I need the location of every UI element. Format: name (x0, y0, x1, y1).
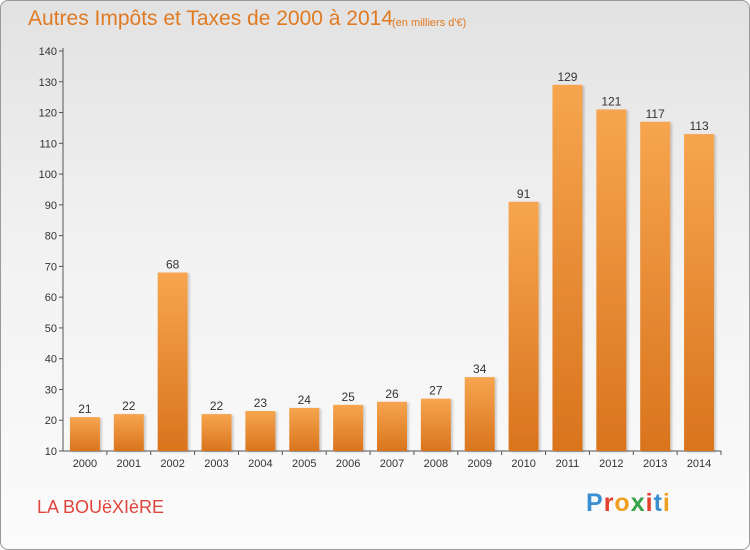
y-tick-label: 130 (39, 77, 57, 89)
data-label-2000: 21 (78, 402, 92, 416)
brand-letter: x (630, 489, 646, 517)
data-label-2005: 24 (298, 393, 312, 407)
x-tick-label: 2006 (336, 458, 360, 470)
x-tick-label: 2001 (117, 458, 141, 470)
x-tick-label: 2010 (511, 458, 535, 470)
bar-2001[interactable] (113, 414, 144, 451)
data-label-2002: 68 (166, 258, 180, 272)
brand-letter: i (662, 489, 671, 517)
data-label-2003: 22 (210, 399, 224, 413)
data-label-2011: 129 (557, 70, 577, 84)
data-label-2009: 34 (473, 362, 487, 376)
bar-2007[interactable] (377, 401, 407, 451)
bar-2005[interactable] (289, 407, 320, 451)
brand-letter: i (645, 489, 654, 517)
proxiti-logo[interactable]: Proxiti (586, 489, 671, 518)
x-tick-label: 2005 (292, 458, 316, 470)
x-tick-label: 2000 (73, 458, 97, 470)
data-label-2014: 113 (689, 119, 708, 133)
y-tick-label: 100 (39, 169, 57, 181)
y-tick-label: 60 (45, 292, 57, 304)
x-tick-label: 2014 (687, 458, 711, 470)
bar-2012[interactable] (596, 109, 627, 451)
bar-2002[interactable] (157, 272, 188, 451)
y-tick-label: 120 (39, 108, 57, 120)
bar-2009[interactable] (464, 377, 495, 451)
y-tick-label: 40 (45, 354, 57, 366)
brand-letter: P (586, 489, 604, 517)
data-label-2008: 27 (429, 384, 443, 398)
bar-2004[interactable] (245, 411, 276, 451)
x-tick-label: 2009 (467, 458, 491, 470)
data-label-2010: 91 (517, 187, 531, 201)
brand-letter: o (614, 489, 631, 517)
commune-name: LA BOUëXIèRE (37, 497, 165, 517)
y-tick-label: 140 (39, 46, 57, 58)
x-tick-label: 2003 (204, 458, 228, 470)
value-labels: 21 22 68 22 23 24 25 26 27 34 91 129 121 117 113 (78, 70, 709, 416)
x-tick-label: 2011 (556, 458, 580, 470)
bar-2000[interactable] (69, 417, 100, 451)
x-tick-label: 2013 (643, 458, 667, 470)
brand-letter: r (603, 489, 615, 517)
data-label-2006: 25 (341, 390, 355, 404)
bar-2011[interactable] (552, 84, 583, 451)
y-tick-label: 30 (45, 384, 57, 396)
y-tick-label: 50 (45, 323, 57, 335)
y-tick-label: 10 (45, 446, 57, 458)
brand-letter: t (653, 489, 663, 517)
data-label-2013: 117 (646, 107, 665, 121)
y-tick-label: 110 (39, 138, 57, 150)
bar-2003[interactable] (201, 414, 232, 451)
x-tick-label: 2002 (160, 458, 184, 470)
x-tick-label: 2004 (248, 458, 272, 470)
bar-2013[interactable] (640, 121, 671, 452)
chart-unit: (en milliers d'€) (392, 17, 467, 29)
y-tick-label: 20 (45, 415, 57, 427)
data-label-2001: 22 (122, 399, 136, 413)
bar-2014[interactable] (684, 134, 715, 452)
y-tick-label: 90 (45, 200, 57, 212)
data-label-2012: 121 (601, 94, 621, 108)
x-tick-label: 2008 (424, 458, 448, 470)
x-tick-label: 2007 (380, 458, 404, 470)
x-tick-label: 2012 (599, 458, 623, 470)
bar-2010[interactable] (508, 201, 539, 451)
data-label-2004: 23 (254, 396, 268, 410)
bars (69, 84, 715, 452)
chart-title: Autres Impôts et Taxes de 2000 à 2014 (28, 7, 394, 30)
bar-2006[interactable] (333, 404, 364, 451)
y-tick-label: 70 (45, 261, 57, 273)
data-label-2007: 26 (385, 387, 399, 401)
y-tick-label: 80 (45, 231, 57, 243)
bar-2008[interactable] (420, 398, 451, 451)
